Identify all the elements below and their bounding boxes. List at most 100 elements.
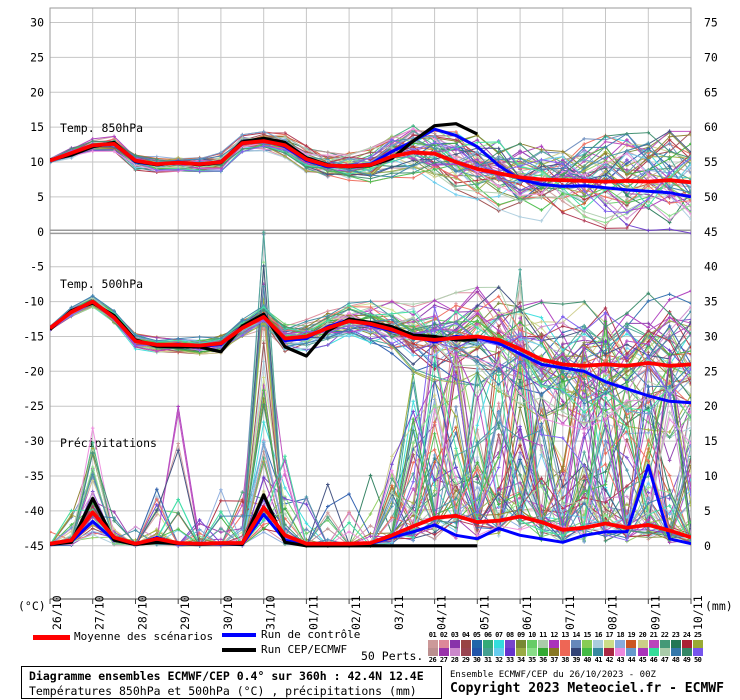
pert-column: 08 33 bbox=[504, 631, 515, 665]
pert-number-top: 14 bbox=[572, 631, 580, 639]
pert-color-swatch bbox=[538, 648, 548, 656]
pert-color-swatch bbox=[515, 640, 526, 648]
left-axis-tick: 0 bbox=[37, 225, 44, 239]
ensemble-mean-line-850 bbox=[50, 139, 691, 185]
right-axis-tick: 15 bbox=[704, 434, 718, 448]
legend-control-swatch bbox=[222, 633, 256, 637]
pert-color-swatch bbox=[604, 640, 615, 648]
right-axis-tick: 65 bbox=[704, 85, 718, 99]
right-axis-tick: 10 bbox=[704, 469, 718, 483]
x-axis-date-label: 29/10 bbox=[178, 595, 192, 630]
pert-color-swatch bbox=[427, 640, 438, 648]
x-axis-date-label: 10/11 bbox=[691, 595, 705, 630]
pert-number-bottom: 27 bbox=[439, 656, 448, 664]
pert-number-top: 06 bbox=[484, 631, 492, 639]
left-axis-tick: 20 bbox=[30, 85, 44, 99]
pert-color-swatch bbox=[648, 640, 659, 648]
pert-column: 01 26 bbox=[427, 631, 438, 665]
pert-number-bottom: 46 bbox=[649, 656, 658, 664]
pert-column: 06 31 bbox=[482, 631, 493, 665]
pert-number-top: 04 bbox=[461, 631, 470, 639]
x-axis-date-label: 28/10 bbox=[136, 595, 150, 630]
x-axis-date-label: 26/10 bbox=[50, 595, 64, 630]
pert-column: 14 39 bbox=[571, 631, 582, 665]
pert-color-swatch bbox=[692, 648, 703, 656]
pert-column: 09 34 bbox=[515, 631, 526, 665]
right-axis-unit: (mm) bbox=[705, 599, 733, 613]
pert-number-top: 25 bbox=[693, 631, 702, 639]
pert-column: 13 38 bbox=[560, 631, 571, 665]
pert-color-swatch bbox=[515, 648, 526, 656]
left-axis-tick: -5 bbox=[30, 260, 44, 274]
pert-number-top: 03 bbox=[450, 631, 459, 639]
legend-control-label: Run de contrôle bbox=[261, 628, 361, 641]
pert-color-swatch bbox=[593, 640, 604, 648]
pert-column: 05 30 bbox=[471, 631, 482, 665]
left-axis-unit: (°C) bbox=[18, 599, 46, 613]
pert-color-swatch bbox=[471, 640, 482, 648]
x-axis-date-label: 31/10 bbox=[264, 595, 278, 630]
pert-color-swatch bbox=[670, 640, 681, 648]
pert-color-swatch bbox=[438, 648, 449, 656]
pert-number-top: 10 bbox=[528, 631, 536, 639]
pert-number-bottom: 41 bbox=[594, 656, 603, 664]
pert-color-strip: 01 26 02 27 03 28 04 29 05 30 06 31 07 32 08 33 09 34 10 35… bbox=[427, 631, 704, 667]
pert-number-bottom: 43 bbox=[616, 656, 625, 664]
pert-number-bottom: 47 bbox=[660, 656, 669, 664]
panel-label-500: Temp. 500hPa bbox=[60, 277, 143, 291]
pert-number-bottom: 45 bbox=[638, 656, 647, 664]
pert-color-swatch bbox=[560, 640, 571, 648]
ensemble-mean-line-precip bbox=[50, 505, 691, 546]
pert-color-swatch bbox=[571, 640, 582, 648]
right-axis-tick: 35 bbox=[704, 295, 718, 309]
pert-number-bottom: 38 bbox=[561, 656, 569, 664]
x-axis-date-label: 01/11 bbox=[306, 595, 320, 630]
footer-title-box: Diagramme ensembles ECMWF/CEP 0.4° sur 3… bbox=[21, 666, 442, 699]
pert-number-bottom: 49 bbox=[682, 656, 691, 664]
pert-number-top: 08 bbox=[506, 631, 514, 639]
pert-color-swatch bbox=[692, 640, 703, 648]
pert-color-swatch bbox=[593, 648, 604, 656]
right-axis-tick: 30 bbox=[704, 330, 718, 344]
pert-color-swatch bbox=[482, 640, 493, 648]
pert-column: 12 37 bbox=[549, 631, 560, 665]
x-axis-date-label: 07/11 bbox=[563, 595, 577, 630]
pert-number-bottom: 37 bbox=[550, 656, 558, 664]
pert-color-swatch bbox=[604, 648, 615, 656]
pert-color-swatch bbox=[438, 640, 449, 648]
x-axis-date-label: 30/10 bbox=[221, 595, 235, 630]
pert-color-swatch bbox=[449, 648, 460, 656]
pert-number-bottom: 28 bbox=[450, 656, 459, 664]
left-axis-tick: 30 bbox=[30, 16, 44, 30]
pert-color-swatch bbox=[549, 648, 560, 656]
pert-number-top: 21 bbox=[649, 631, 658, 639]
pert-color-swatch bbox=[549, 640, 560, 648]
pert-color-swatch bbox=[571, 648, 582, 656]
right-axis-tick: 70 bbox=[704, 50, 718, 64]
right-axis-tick: 40 bbox=[704, 260, 718, 274]
pert-number-top: 01 bbox=[428, 631, 437, 639]
pert-number-top: 02 bbox=[439, 631, 448, 639]
perts-count-label: 50 Perts. bbox=[361, 649, 424, 663]
axis-labels: 302520151050-5-10-15-20-25-30-35-40-4575… bbox=[18, 16, 733, 631]
left-axis-tick: 15 bbox=[30, 120, 44, 134]
left-axis-tick: -10 bbox=[23, 295, 44, 309]
pert-number-bottom: 34 bbox=[517, 656, 525, 664]
pert-color-swatch bbox=[527, 648, 537, 656]
pert-color-swatch bbox=[659, 640, 670, 648]
footer-subtitle: Températures 850hPa et 500hPa (°C) , pré… bbox=[29, 684, 417, 698]
pert-color-swatch bbox=[615, 648, 626, 656]
x-axis-date-label: 02/11 bbox=[349, 595, 363, 630]
pert-number-top: 13 bbox=[561, 631, 569, 639]
pert-color-swatch bbox=[648, 648, 659, 656]
pert-column: 21 46 bbox=[648, 631, 659, 665]
pert-color-swatch bbox=[670, 648, 681, 656]
pert-number-bottom: 50 bbox=[693, 656, 702, 664]
panel-label-precip: Précipitations bbox=[60, 436, 157, 450]
pert-column: 17 42 bbox=[604, 631, 615, 665]
pert-number-bottom: 31 bbox=[484, 656, 492, 664]
pert-color-swatch bbox=[460, 648, 471, 656]
pert-color-swatch bbox=[527, 640, 537, 648]
pert-number-bottom: 42 bbox=[605, 656, 614, 664]
cep-run-line-precip bbox=[50, 493, 478, 548]
